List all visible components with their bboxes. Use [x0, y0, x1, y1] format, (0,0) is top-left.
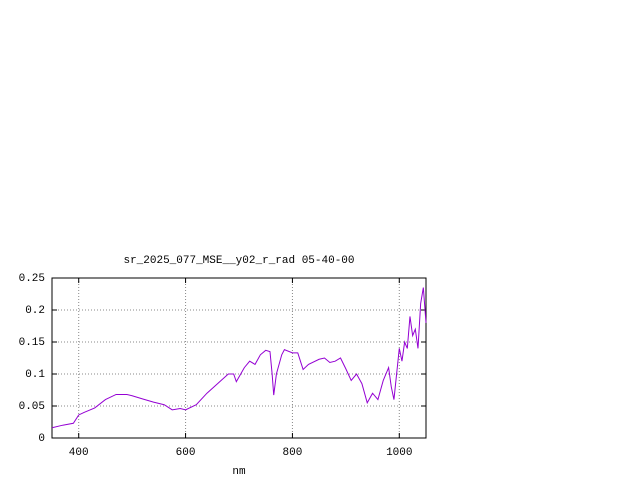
y-tick-label: 0.1: [25, 369, 45, 381]
plot-frame: [51, 277, 427, 439]
y-tick-label: 0.25: [19, 273, 45, 285]
y-tick-label: 0.15: [19, 337, 45, 349]
y-tick-label: 0: [38, 433, 45, 445]
x-axis-label: nm: [232, 466, 246, 478]
x-tick-label: 400: [69, 447, 89, 459]
x-tick-label: 800: [283, 447, 303, 459]
y-tick-label: 0.05: [19, 401, 45, 413]
chart-title: sr_2025_077_MSE__y02_r_rad 05-40-00: [123, 255, 354, 267]
data-line: [51, 287, 427, 429]
x-tick-label: 1000: [386, 447, 412, 459]
y-tick-label: 0.2: [25, 305, 45, 317]
x-tick-label: 600: [176, 447, 196, 459]
